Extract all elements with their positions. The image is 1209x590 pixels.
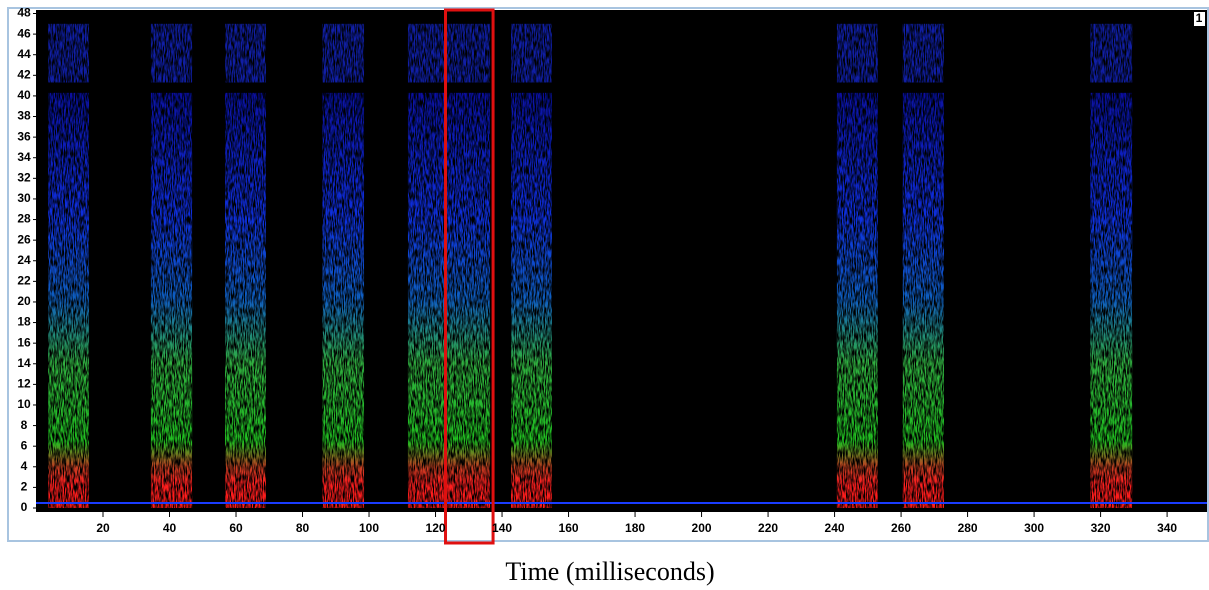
- y-tick-label: 34: [17, 150, 31, 164]
- burst: [150, 92, 193, 508]
- y-tick-label: 42: [17, 67, 31, 81]
- y-tick-label: 24: [17, 253, 31, 267]
- corner-box: [1194, 12, 1205, 26]
- x-tick-label: 260: [891, 521, 911, 535]
- y-tick-label: 40: [17, 88, 31, 102]
- x-tick-label: 40: [163, 521, 177, 535]
- y-tick-label: 30: [17, 191, 31, 205]
- burst-upper-band: [48, 23, 90, 83]
- y-tick-label: 48: [17, 6, 31, 20]
- burst-upper-band: [902, 23, 944, 83]
- y-tick-label: 32: [17, 171, 31, 185]
- x-tick-label: 280: [958, 521, 978, 535]
- x-tick-label: 320: [1091, 521, 1111, 535]
- y-tick-label: 10: [17, 397, 31, 411]
- x-tick-label: 120: [426, 521, 446, 535]
- burst: [511, 92, 552, 508]
- y-tick-label: 0: [21, 500, 28, 514]
- x-tick-label: 220: [758, 521, 778, 535]
- x-tick-label: 180: [625, 521, 645, 535]
- y-tick-label: 16: [17, 335, 31, 349]
- y-tick-label: 8: [21, 418, 28, 432]
- y-tick-label: 44: [17, 47, 31, 61]
- burst-upper-band: [1090, 23, 1133, 83]
- corner-label: 1: [1196, 11, 1203, 25]
- y-tick-label: 26: [17, 232, 31, 246]
- x-tick-label: 140: [492, 521, 512, 535]
- burst: [322, 92, 365, 508]
- burst-upper-band: [322, 23, 365, 83]
- x-tick-label: 300: [1024, 521, 1044, 535]
- x-tick-label: 60: [229, 521, 243, 535]
- y-tick-label: 4: [21, 459, 28, 473]
- y-tick-label: 36: [17, 129, 31, 143]
- burst: [1090, 92, 1133, 508]
- burst: [225, 92, 266, 508]
- y-tick-label: 14: [17, 356, 31, 370]
- burst: [902, 92, 944, 508]
- x-tick-label: 20: [96, 521, 110, 535]
- burst: [836, 92, 878, 508]
- x-tick-label: 80: [296, 521, 310, 535]
- plot-area: [36, 10, 1207, 512]
- y-tick-label: 18: [17, 315, 31, 329]
- y-tick-label: 38: [17, 109, 31, 123]
- y-tick-label: 20: [17, 294, 31, 308]
- burst: [407, 92, 491, 508]
- burst-upper-band: [150, 23, 193, 83]
- x-tick-label: 240: [825, 521, 845, 535]
- x-tick-label: 340: [1157, 521, 1177, 535]
- burst-upper-band: [407, 23, 491, 83]
- highlight-box: [444, 8, 495, 545]
- y-tick-label: 2: [21, 480, 28, 494]
- burst-upper-band: [511, 23, 552, 83]
- burst: [48, 92, 90, 508]
- y-tick-label: 22: [17, 274, 31, 288]
- x-tick-label: 100: [359, 521, 379, 535]
- y-tick-label: 28: [17, 212, 31, 226]
- burst-upper-band: [225, 23, 266, 83]
- burst-upper-band: [836, 23, 878, 83]
- y-tick-label: 46: [17, 26, 31, 40]
- y-tick-label: 12: [17, 377, 31, 391]
- x-tick-label: 200: [692, 521, 712, 535]
- x-tick-label: 160: [559, 521, 579, 535]
- x-axis-title: Time (milliseconds): [505, 557, 714, 586]
- y-tick-label: 6: [21, 438, 28, 452]
